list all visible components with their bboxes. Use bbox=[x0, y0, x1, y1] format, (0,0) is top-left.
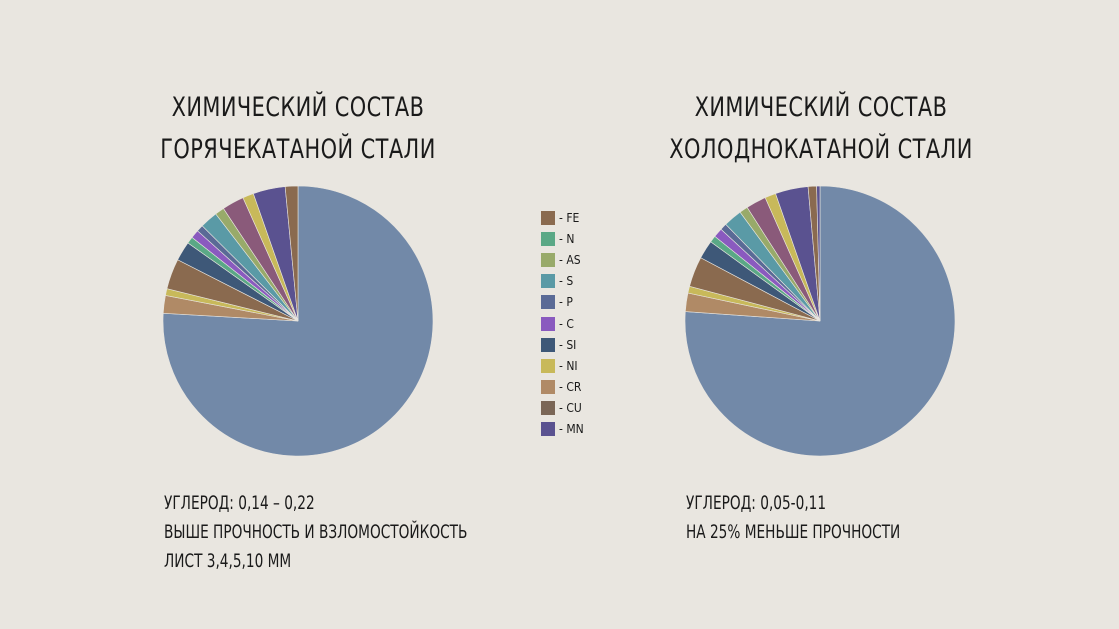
legend-label: - AS bbox=[559, 252, 581, 267]
legend-swatch bbox=[541, 380, 555, 395]
legend-item: - CR bbox=[541, 377, 584, 398]
legend-label: - P bbox=[559, 295, 573, 310]
note-line: ВЫШЕ ПРОЧНОСТЬ И ВЗЛОМОСТОЙКОСТЬ bbox=[164, 521, 468, 543]
title-line: ХИМИЧЕСКИЙ СОСТАВ bbox=[171, 92, 425, 123]
title-line: ХОЛОДНОКАТАНОЙ СТАЛИ bbox=[669, 134, 973, 165]
legend-label: - N bbox=[559, 231, 575, 246]
legend-item: - AS bbox=[541, 249, 584, 270]
legend-item: - P bbox=[541, 292, 584, 313]
pie-chart-cold-rolled bbox=[684, 185, 956, 457]
legend-item: - FE bbox=[541, 207, 584, 228]
title-line: ХИМИЧЕСКИЙ СОСТАВ bbox=[694, 92, 948, 123]
legend-swatch bbox=[541, 231, 555, 246]
legend-swatch bbox=[541, 252, 555, 267]
legend-item: - NI bbox=[541, 355, 584, 376]
note-line: УГЛЕРОД: 0,14 – 0,22 bbox=[164, 492, 315, 514]
legend-label: - CR bbox=[559, 380, 582, 395]
legend-swatch bbox=[541, 401, 555, 416]
legend-item: - S bbox=[541, 271, 584, 292]
pie-slice bbox=[284, 185, 299, 322]
legend-swatch bbox=[541, 316, 555, 331]
legend-label: - S bbox=[559, 274, 574, 289]
legend-swatch bbox=[541, 358, 555, 373]
legend: - FE - N - AS - S - P - C - SI - NI - CR - CU - MN bbox=[541, 207, 584, 440]
legend-label: - MN bbox=[559, 422, 584, 437]
pie-chart-hot-rolled bbox=[162, 185, 434, 457]
notes-cold-rolled: УГЛЕРОД: 0,05-0,11 НА 25% МЕНЬШЕ ПРОЧНОС… bbox=[686, 489, 900, 547]
legend-item: - N bbox=[541, 228, 584, 249]
legend-label: - C bbox=[559, 316, 574, 331]
pie-slice bbox=[816, 185, 821, 322]
legend-swatch bbox=[541, 337, 555, 352]
legend-label: - NI bbox=[559, 358, 578, 373]
legend-label: - CU bbox=[559, 401, 582, 416]
legend-swatch bbox=[541, 210, 555, 225]
legend-swatch bbox=[541, 274, 555, 289]
note-line: НА 25% МЕНЬШЕ ПРОЧНОСТИ bbox=[686, 521, 901, 543]
legend-label: - FE bbox=[559, 210, 580, 225]
title-line: ГОРЯЧЕКАТАНОЙ СТАЛИ bbox=[160, 134, 436, 165]
note-line: ЛИСТ 3,4,5,10 ММ bbox=[164, 550, 292, 572]
chart-title-cold-rolled: ХИМИЧЕСКИЙ СОСТАВ ХОЛОДНОКАТАНОЙ СТАЛИ bbox=[640, 87, 1001, 171]
notes-hot-rolled: УГЛЕРОД: 0,14 – 0,22 ВЫШЕ ПРОЧНОСТЬ И ВЗ… bbox=[164, 489, 467, 576]
legend-label: - SI bbox=[559, 337, 577, 352]
legend-item: - SI bbox=[541, 334, 584, 355]
note-line: УГЛЕРОД: 0,05-0,11 bbox=[686, 492, 827, 514]
chart-title-hot-rolled: ХИМИЧЕСКИЙ СОСТАВ ГОРЯЧЕКАТАНОЙ СТАЛИ bbox=[117, 87, 478, 171]
legend-item: - MN bbox=[541, 419, 584, 440]
legend-item: - C bbox=[541, 313, 584, 334]
legend-swatch bbox=[541, 422, 555, 437]
legend-swatch bbox=[541, 295, 555, 310]
legend-item: - CU bbox=[541, 398, 584, 419]
